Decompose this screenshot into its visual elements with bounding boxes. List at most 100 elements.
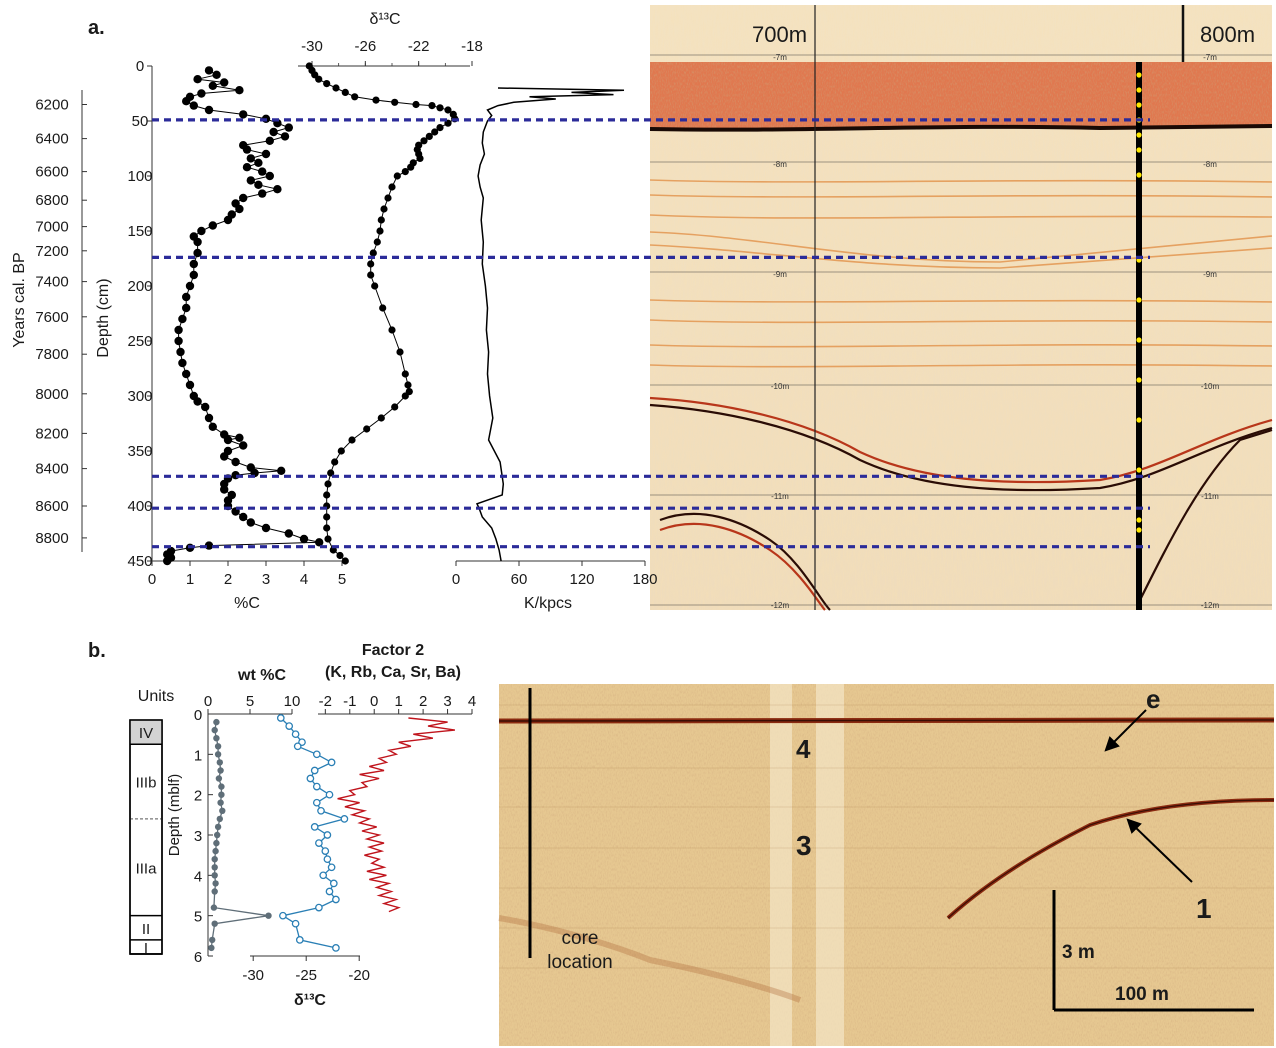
seismic-depth-label: -10m xyxy=(1201,382,1220,391)
d13c-point-b xyxy=(310,766,319,775)
wtc-point xyxy=(214,743,222,750)
wtc-point xyxy=(210,904,218,911)
wtc-tick-label: 10 xyxy=(284,693,301,710)
factor2-tick-label: 3 xyxy=(443,693,451,710)
d13c-point-b xyxy=(319,871,328,880)
carbon-point xyxy=(189,101,198,110)
d13c-point-a xyxy=(396,348,404,356)
age-tick-label: 8200 xyxy=(35,425,68,442)
depth-tick-label-a: 350 xyxy=(127,443,152,460)
d13c-point-a xyxy=(315,75,323,83)
core-sample-dot xyxy=(1136,337,1142,343)
carbon-x-label: %C xyxy=(234,595,260,612)
d13c-point-b xyxy=(315,903,323,912)
wtc-point xyxy=(211,856,218,863)
wtc-point xyxy=(214,831,221,839)
k-tick-label: 0 xyxy=(452,571,460,588)
core-sample-dot xyxy=(1136,417,1142,423)
d13c-tick-label-a: -30 xyxy=(301,38,323,55)
depth-axis-b-label: Depth (mblf) xyxy=(166,774,183,857)
carbon-point xyxy=(223,215,233,225)
wtc-tick-label: 5 xyxy=(246,693,254,710)
carbon-point xyxy=(201,402,210,412)
scale-label-800m: 800m xyxy=(1200,22,1255,47)
d13c-point-b xyxy=(312,798,321,807)
age-tick-label: 7400 xyxy=(35,274,68,291)
age-tick-label: 7000 xyxy=(35,219,68,236)
d13c-tick-label-b: -20 xyxy=(348,967,370,984)
wtc-point xyxy=(213,718,220,726)
carbon-point xyxy=(193,397,202,406)
d13c-point-a xyxy=(401,168,409,176)
factor2-tick-label: 2 xyxy=(419,693,427,710)
d13c-tick-label-a: -18 xyxy=(461,38,483,55)
panel-b: e 4 3 1 core location 3 m 100 m Units IV… xyxy=(129,642,1275,1046)
carbon-point xyxy=(193,248,202,258)
wtc-point xyxy=(212,880,219,887)
carbon-point xyxy=(277,466,286,475)
d13c-point-a xyxy=(401,392,409,400)
wtc-point xyxy=(214,751,222,758)
carbon-point xyxy=(231,457,240,467)
units-column-outline xyxy=(129,719,163,955)
carbon-point xyxy=(197,89,206,98)
k-tick-label: 60 xyxy=(511,571,528,588)
d13c-point-b xyxy=(325,790,334,799)
d13c-point-a xyxy=(324,535,332,543)
carbon-point xyxy=(265,171,274,181)
d13c-point-b xyxy=(312,750,321,759)
seismic-depth-label: -8m xyxy=(1203,160,1217,169)
core-location-label-1: core xyxy=(562,928,599,949)
factor2-line xyxy=(337,717,456,913)
age-axis-label: Years cal. BP xyxy=(11,252,28,347)
core-sample-dot xyxy=(1136,147,1142,153)
carbon-point xyxy=(174,325,183,335)
depth-tick-label-a: 450 xyxy=(127,553,152,570)
wtc-point xyxy=(213,839,220,847)
depth-tick-label-a: 400 xyxy=(127,498,152,515)
wtc-point xyxy=(214,823,222,831)
wtc-point xyxy=(218,783,225,790)
age-tick-label: 6200 xyxy=(35,97,68,114)
carbon-point xyxy=(239,512,248,522)
scale-label-700m: 700m xyxy=(752,22,807,47)
d13c-point-a xyxy=(420,137,428,145)
carbon-point xyxy=(182,369,191,379)
carbon-point xyxy=(208,422,217,431)
depth-tick-label-a: 100 xyxy=(127,168,152,185)
d13c-point-a xyxy=(377,216,385,224)
k-tick-label: 120 xyxy=(569,571,594,588)
carbon-x-axis: 0 1 2 3 4 5 %C xyxy=(148,560,346,612)
seismic-depth-label: -11m xyxy=(771,492,789,501)
d13c-point-a xyxy=(341,557,349,565)
d13c-point-a xyxy=(401,370,409,378)
d13c-tick-label-a: -22 xyxy=(408,38,430,55)
seismic-depth-label: -7m xyxy=(1203,53,1217,62)
d13c-point-a xyxy=(444,106,452,114)
carbon-point xyxy=(239,193,248,203)
d13c-point-a xyxy=(363,425,371,433)
d13c-point-a xyxy=(351,93,359,101)
carbon-tick-label: 2 xyxy=(224,571,232,588)
carbon-point xyxy=(189,270,198,280)
carbon-point xyxy=(220,78,229,87)
core-sample-dot xyxy=(1136,377,1142,383)
carbon-point xyxy=(239,441,248,450)
d13c-point-a xyxy=(407,163,415,171)
d13c-tick-label-a: -26 xyxy=(354,38,376,55)
depth-tick-label-a: 50 xyxy=(132,113,149,130)
depth-tick-label-a: 0 xyxy=(136,58,144,75)
carbon-point xyxy=(223,435,233,445)
age-tick-label: 6400 xyxy=(35,131,68,148)
depth-tick-label-b: 0 xyxy=(194,707,202,724)
carbon-tick-label: 5 xyxy=(338,571,346,588)
wtc-point xyxy=(216,815,223,823)
wtc-point xyxy=(211,726,218,734)
depth-axis-a-label: Depth (cm) xyxy=(95,278,112,357)
factor2-tick-label: 4 xyxy=(468,693,476,710)
carbon-point xyxy=(182,97,191,106)
d13c-line-b xyxy=(280,717,347,949)
d13c-point-a xyxy=(436,124,444,132)
